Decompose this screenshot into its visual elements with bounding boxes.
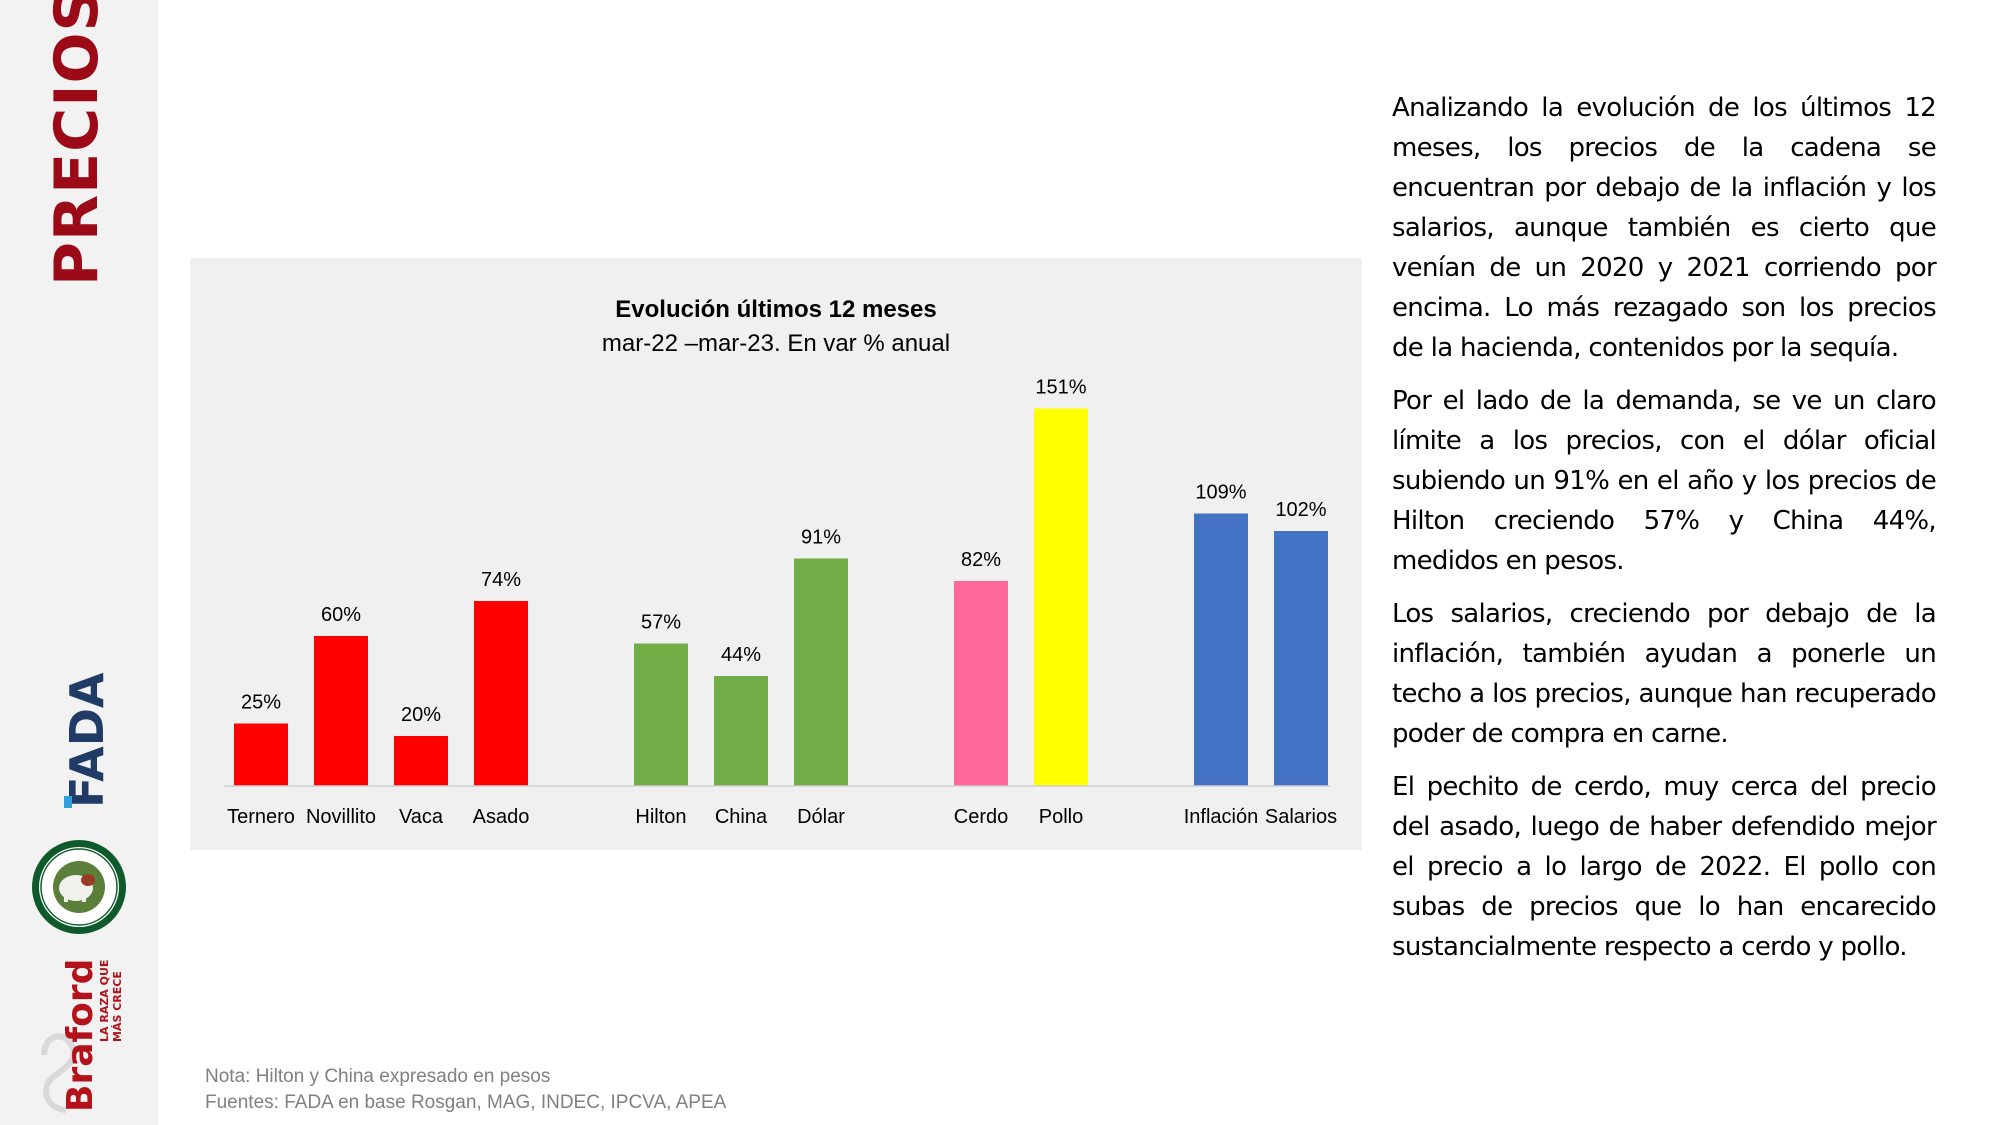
paragraph-4: El pechito de cerdo, muy cerca del preci… [1392,772,1937,962]
category-label-novillito: Novillito [306,806,376,828]
commentary-text: Analizando la evolución de los últimos 1… [1392,88,1937,980]
category-label-salarios: Salarios [1265,806,1337,828]
paragraph-1: Analizando la evolución de los últimos 1… [1392,93,1937,363]
value-label-novillito: 60% [321,604,361,626]
bar-chart: Evolución últimos 12 meses mar-22 –mar-2… [224,296,1337,829]
chart-panel: Evolución últimos 12 meses mar-22 –mar-2… [190,258,1362,850]
braford-logo: Braford LA RAZA QUE MÁS CRECE [41,959,124,1113]
braford-tagline-1: LA RAZA QUE [98,960,111,1042]
hereford-seal-icon [32,840,126,934]
bar-novillito [314,636,368,786]
fada-logo-accent [64,796,72,808]
bars-group: 25% Ternero 60% Novillito 20% Vaca 74% Asado 57%… [227,377,1337,829]
chart-subtitle: mar-22 –mar-23. En var % anual [602,330,950,357]
bar-salarios [1274,531,1328,786]
category-label-inflacion: Inflación [1184,806,1259,828]
value-label-ternero: 25% [241,692,281,714]
fada-logo: FADA [60,672,110,808]
value-label-hilton: 57% [641,612,681,634]
chart-title: Evolución últimos 12 meses [615,296,936,323]
footnotes: Nota: Hilton y China expresado en pesos … [205,1064,726,1116]
value-label-inflacion: 109% [1195,482,1246,504]
note-text: Nota: Hilton y China expresado en pesos [205,1066,551,1087]
category-label-asado: Asado [473,806,530,828]
value-label-asado: 74% [481,569,521,591]
value-label-cerdo: 82% [961,549,1001,571]
value-label-dolar: 91% [801,527,841,549]
category-label-china: China [715,806,768,828]
bar-cerdo [954,581,1008,786]
sources-text: Fuentes: FADA en base Rosgan, MAG, INDEC… [205,1092,727,1113]
category-label-vaca: Vaca [399,806,444,828]
category-label-dolar: Dólar [797,806,845,828]
value-label-pollo: 151% [1035,377,1086,399]
bar-dolar [794,558,848,786]
value-label-vaca: 20% [401,704,441,726]
braford-tagline-2: MÁS CRECE [111,971,124,1042]
paragraph-3: Los salarios, creciendo por debajo de la… [1392,599,1937,749]
value-label-salarios: 102% [1275,499,1326,521]
fada-logo-text: FADA [60,672,110,808]
value-label-china: 44% [721,644,761,666]
bar-asado [474,601,528,786]
category-label-ternero: Ternero [227,806,295,828]
bar-vaca [394,736,448,786]
paragraph-2: Por el lado de la demanda, se ve un clar… [1392,386,1937,576]
bar-pollo [1034,408,1088,786]
sidebar: PRECIOS FADA Braford LA RAZA QUE MÁS CRE… [0,0,158,1125]
bar-ternero [234,723,288,786]
bar-hilton [634,643,688,786]
bar-inflacion [1194,513,1248,786]
bar-china [714,676,768,786]
category-label-pollo: Pollo [1039,806,1083,828]
section-title-text: PRECIOS [42,0,112,286]
category-label-hilton: Hilton [635,806,686,828]
category-label-cerdo: Cerdo [954,806,1008,828]
braford-logo-text: Braford [60,959,101,1112]
